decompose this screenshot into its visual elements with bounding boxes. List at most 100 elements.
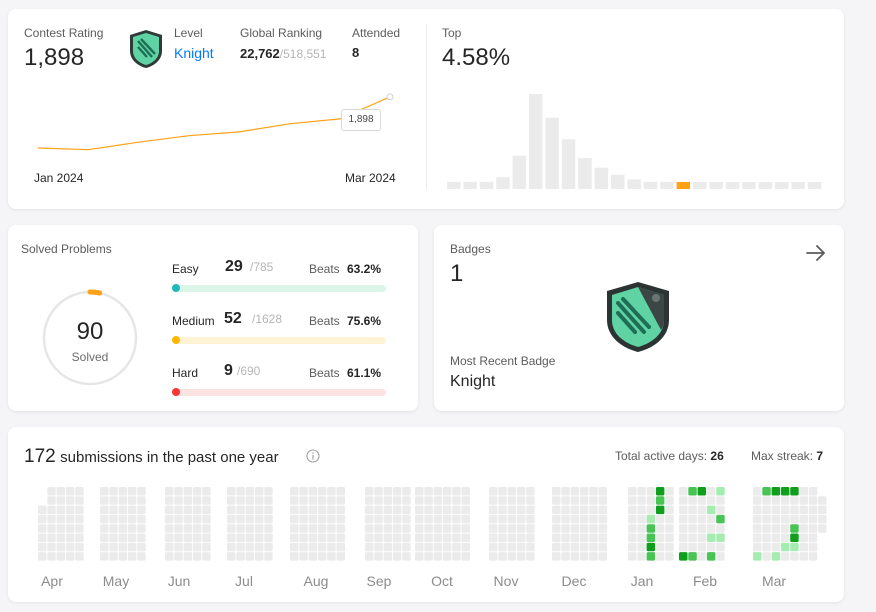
heatmap-cell (317, 496, 327, 505)
heatmap-cell (516, 524, 526, 533)
heatmap-cell (461, 505, 470, 515)
heatmap-cell (790, 496, 799, 505)
difficulty-row[interactable]: Easy 29 /785 Beats 63.2% (172, 258, 386, 301)
submissions-count: 172 (24, 446, 56, 467)
heatmap-cell (433, 533, 443, 542)
heatmap-cell (402, 542, 411, 552)
heatmap-cell (442, 533, 452, 542)
active-days-value: 26 (710, 449, 724, 463)
heatmap-cell (697, 542, 707, 552)
heatmap-cell (383, 514, 393, 524)
beats-label: Beats (309, 314, 340, 328)
heatmap-cell (38, 542, 47, 552)
distribution-bar (479, 181, 494, 189)
heatmap-cell (452, 552, 461, 561)
month-label: Jun (168, 573, 191, 589)
heatmap-cell (245, 487, 255, 496)
month-label: May (103, 573, 129, 589)
heatmap-cell (561, 524, 570, 533)
heatmap-cell (299, 524, 308, 533)
heatmap-cell (799, 542, 808, 552)
heatmap-cell (780, 487, 790, 496)
heatmap-cell (336, 542, 345, 552)
heatmap-cell (628, 524, 637, 533)
heatmap-cell (137, 542, 146, 552)
heatmap-cell (570, 533, 580, 542)
heatmap-cell (655, 514, 665, 524)
heatmap-cell (799, 552, 808, 561)
heatmap-cell (570, 505, 580, 515)
heatmap-cell (236, 496, 245, 505)
month-label: Sep (367, 573, 392, 589)
heatmap-cell (38, 524, 47, 533)
heatmap-cell (75, 552, 84, 561)
heatmap-cell (254, 487, 264, 496)
heatmap-cell (507, 552, 517, 561)
heatmap-cell (317, 533, 327, 542)
heatmap-cell (336, 552, 345, 561)
heatmap-cell (100, 533, 109, 542)
heatmap-cell (771, 524, 781, 533)
heatmap-cell (245, 533, 255, 542)
heatmap-cell (753, 533, 762, 542)
rating-tooltip: 1,898 (341, 109, 381, 131)
heatmap-cell (75, 542, 84, 552)
heatmap-cell (646, 524, 656, 533)
heatmap-cell (771, 542, 781, 552)
heatmap-cell (688, 533, 697, 542)
heatmap-cell (433, 487, 443, 496)
heatmap-cell (780, 496, 790, 505)
distribution-bar (611, 174, 625, 189)
heatmap-cell (598, 505, 607, 515)
heatmap-cell (507, 487, 517, 496)
heatmap-cell (579, 496, 589, 505)
active-days-label: Total active days: (615, 449, 708, 463)
heatmap-cell (183, 552, 193, 561)
heatmap-cell (56, 487, 66, 496)
heatmap-cell (227, 487, 236, 496)
month-label: Apr (41, 573, 63, 589)
difficulty-progress-bar (172, 388, 386, 396)
heatmap-cell (290, 505, 299, 515)
info-icon[interactable] (306, 449, 320, 463)
heatmap-cell (589, 552, 598, 561)
heatmap-cell (299, 487, 308, 496)
knight-badge-icon[interactable] (604, 280, 672, 354)
global-ranking-label: Global Ranking (240, 26, 323, 40)
heatmap-cell (109, 524, 118, 533)
heatmap-cell (308, 552, 318, 561)
heatmap-cell (317, 505, 327, 515)
heatmap-cell (38, 514, 47, 524)
heatmap-cell (498, 505, 507, 515)
heatmap-cell (174, 505, 183, 515)
heatmap-cell (38, 533, 47, 542)
heatmap-cell (706, 533, 716, 542)
submission-heatmap: Apr May Jun Jul Aug Sep Oct Nov Dec Jan Feb Mar (38, 487, 827, 589)
heatmap-cell (561, 496, 570, 505)
difficulty-row[interactable]: Hard 9 /690 Beats 61.1% (172, 362, 386, 405)
solved-ring[interactable] (40, 288, 140, 388)
global-ranking: 22,762/518,551 (240, 45, 326, 63)
top-value: 4.58% (442, 44, 511, 71)
difficulty-progress-fill (172, 284, 180, 292)
arrow-right-icon[interactable] (805, 243, 827, 263)
heatmap-cell (245, 514, 255, 524)
heatmap-cell (365, 542, 374, 552)
heatmap-cell (137, 552, 146, 561)
heatmap-cell (790, 524, 799, 533)
heatmap-cell (507, 514, 517, 524)
heatmap-cell (47, 533, 56, 542)
heatmap-cell (507, 533, 517, 542)
heatmap-cell (365, 505, 374, 515)
heatmap-cell (637, 487, 646, 496)
heatmap-cell (498, 524, 507, 533)
heatmap-cell (365, 496, 374, 505)
heatmap-cell (688, 552, 697, 561)
heatmap-cell (808, 505, 818, 515)
heatmap-cell (47, 487, 56, 496)
difficulty-row[interactable]: Medium 52 /1628 Beats 75.6% (172, 310, 386, 353)
month-label: Oct (431, 573, 453, 589)
heatmap-cell (192, 514, 202, 524)
heatmap-cell (65, 514, 75, 524)
level-value[interactable]: Knight (174, 45, 214, 61)
